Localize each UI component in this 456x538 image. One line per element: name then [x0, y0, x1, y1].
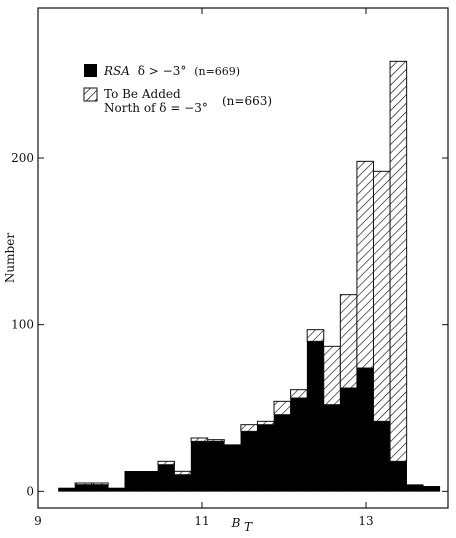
- legend-swatch-added: [83, 87, 98, 102]
- bar-rsa-12: [257, 424, 275, 492]
- bar-rsa-17: [340, 387, 358, 492]
- legend-swatch-rsa: [84, 64, 97, 77]
- bar-added-17: [339, 294, 358, 389]
- bar-added-8: [190, 437, 209, 442]
- bar-rsa-16: [323, 404, 341, 492]
- x-axis-title-sub: T: [244, 520, 253, 534]
- legend-label-added-line2: North of δ = −3°: [104, 101, 208, 115]
- bar-added-1: [74, 482, 93, 486]
- bar-added-19: [372, 170, 391, 422]
- y-axis-title: Number: [3, 233, 17, 283]
- legend-label-added-line1: To Be Added: [104, 87, 181, 101]
- bar-rsa-20: [389, 461, 407, 492]
- bar-rsa-6: [157, 464, 175, 492]
- bar-rsa-7: [174, 474, 192, 492]
- bar-rsa-2: [91, 484, 109, 492]
- legend: RSA δ > −3° (n=669) To Be Added North of…: [83, 64, 272, 115]
- bar-rsa-9: [207, 441, 225, 492]
- y-tick-label-100: 100: [11, 318, 34, 332]
- x-tick-label-11: 11: [194, 514, 209, 528]
- bar-added-2: [91, 482, 109, 486]
- bars-group: [58, 60, 441, 492]
- bar-added-12: [256, 420, 275, 426]
- y-tick-label-0: 0: [26, 484, 34, 498]
- bar-rsa-3: [107, 487, 126, 492]
- bar-added-11: [240, 424, 258, 432]
- bar-rsa-22: [422, 486, 441, 492]
- x-tick-label-9: 9: [34, 514, 42, 528]
- x-tick-label-13: 13: [358, 514, 373, 528]
- bar-rsa-11: [240, 431, 258, 492]
- x-axis-title: B T: [231, 516, 253, 534]
- bar-added-15: [306, 329, 325, 342]
- bar-rsa-10: [223, 444, 242, 492]
- bar-added-20: [389, 60, 408, 462]
- bar-added-6: [157, 460, 176, 466]
- bar-rsa-5: [141, 471, 159, 492]
- bar-rsa-18: [356, 367, 374, 492]
- bar-added-13: [273, 400, 292, 416]
- bar-rsa-13: [273, 414, 291, 492]
- bar-rsa-4: [124, 471, 142, 492]
- plot-frame: [37, 7, 449, 509]
- bar-added-7: [174, 470, 192, 476]
- bar-added-16: [323, 345, 341, 406]
- bar-rsa-21: [406, 484, 424, 492]
- bar-rsa-14: [290, 397, 308, 492]
- y-tick-label-200: 200: [11, 151, 34, 165]
- bar-rsa-19: [373, 421, 391, 492]
- legend-label-added-count: (n=663): [222, 94, 272, 108]
- bar-rsa-1: [74, 484, 92, 492]
- bar-added-18: [356, 160, 374, 369]
- bar-rsa-0: [58, 487, 76, 492]
- ticks-group: 9 11 13 0 100 200: [11, 8, 448, 528]
- x-axis-title-main: B: [231, 516, 241, 530]
- bar-rsa-8: [190, 441, 209, 492]
- bar-added-14: [290, 389, 308, 399]
- legend-label-rsa: RSA δ > −3° (n=669): [103, 64, 240, 78]
- bar-added-9: [207, 439, 225, 442]
- bar-rsa-15: [306, 341, 325, 492]
